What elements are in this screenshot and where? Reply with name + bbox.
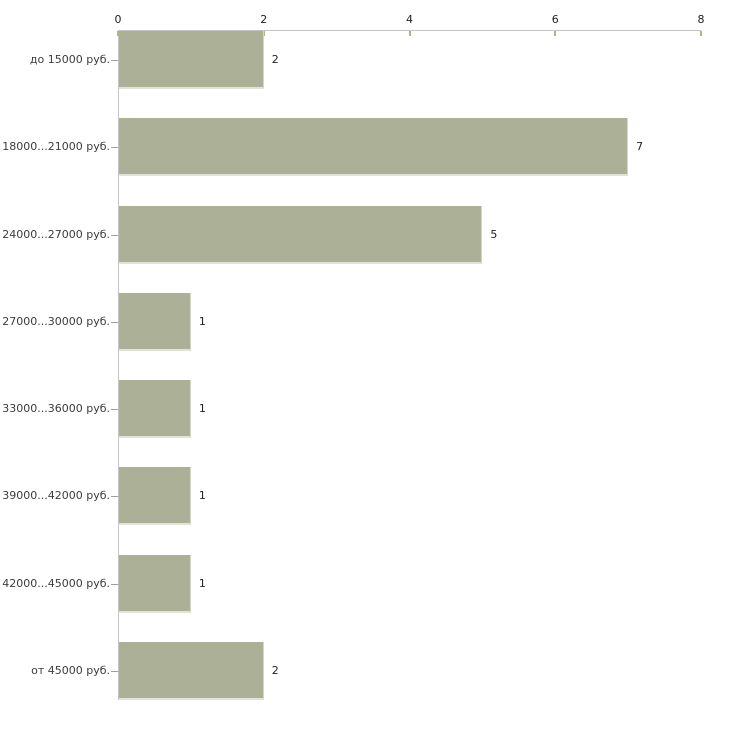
value-label: 1	[198, 489, 206, 503]
category-label: 27000...30000 руб.	[2, 314, 110, 328]
bar	[119, 31, 264, 89]
value-label: 2	[271, 53, 279, 66]
y-axis-tick-mark	[111, 496, 118, 498]
bar	[119, 641, 264, 700]
y-axis-tick-mark	[111, 60, 118, 61]
x-axis-tick-mark	[700, 31, 702, 36]
category-label: 42000...45000 руб.	[2, 576, 110, 590]
bar	[119, 292, 191, 351]
x-axis-tick-mark	[262, 31, 265, 36]
category-label: до 15000 руб.	[29, 53, 110, 66]
value-label: 2	[271, 663, 279, 677]
x-axis-tick-label: 0	[114, 13, 122, 26]
category-label: 39000...42000 руб.	[2, 489, 110, 503]
bar	[119, 205, 483, 264]
category-label: от 45000 руб.	[31, 663, 110, 677]
y-axis-tick-mark	[111, 321, 118, 323]
x-axis-line	[118, 30, 701, 31]
x-axis-tick-mark	[554, 31, 557, 36]
bar	[119, 380, 191, 438]
y-axis-line	[118, 30, 119, 700]
value-label: 5	[490, 227, 498, 241]
x-axis-tick-label: 4	[406, 13, 413, 26]
x-axis-tick-label: 2	[260, 13, 268, 26]
bar	[119, 118, 629, 177]
x-axis-tick-label: 6	[551, 13, 559, 26]
category-label: 24000...27000 руб.	[2, 227, 110, 241]
value-label: 7	[636, 140, 644, 154]
value-label: 1	[198, 314, 206, 328]
value-label: 1	[198, 402, 206, 415]
y-axis-tick-mark	[111, 234, 118, 236]
y-axis-tick-mark	[111, 670, 118, 672]
category-label: 18000...21000 руб.	[2, 140, 110, 154]
y-axis-tick-mark	[111, 147, 118, 149]
category-label: 33000...36000 руб.	[2, 402, 110, 415]
bar	[119, 467, 191, 526]
x-axis-tick-mark	[117, 31, 119, 36]
bar	[119, 554, 191, 613]
x-axis-tick-label: 8	[697, 13, 705, 26]
y-axis-tick-mark	[111, 583, 118, 585]
value-label: 1	[198, 576, 206, 590]
y-axis-tick-mark	[111, 409, 118, 410]
x-axis-tick-mark	[408, 31, 411, 36]
